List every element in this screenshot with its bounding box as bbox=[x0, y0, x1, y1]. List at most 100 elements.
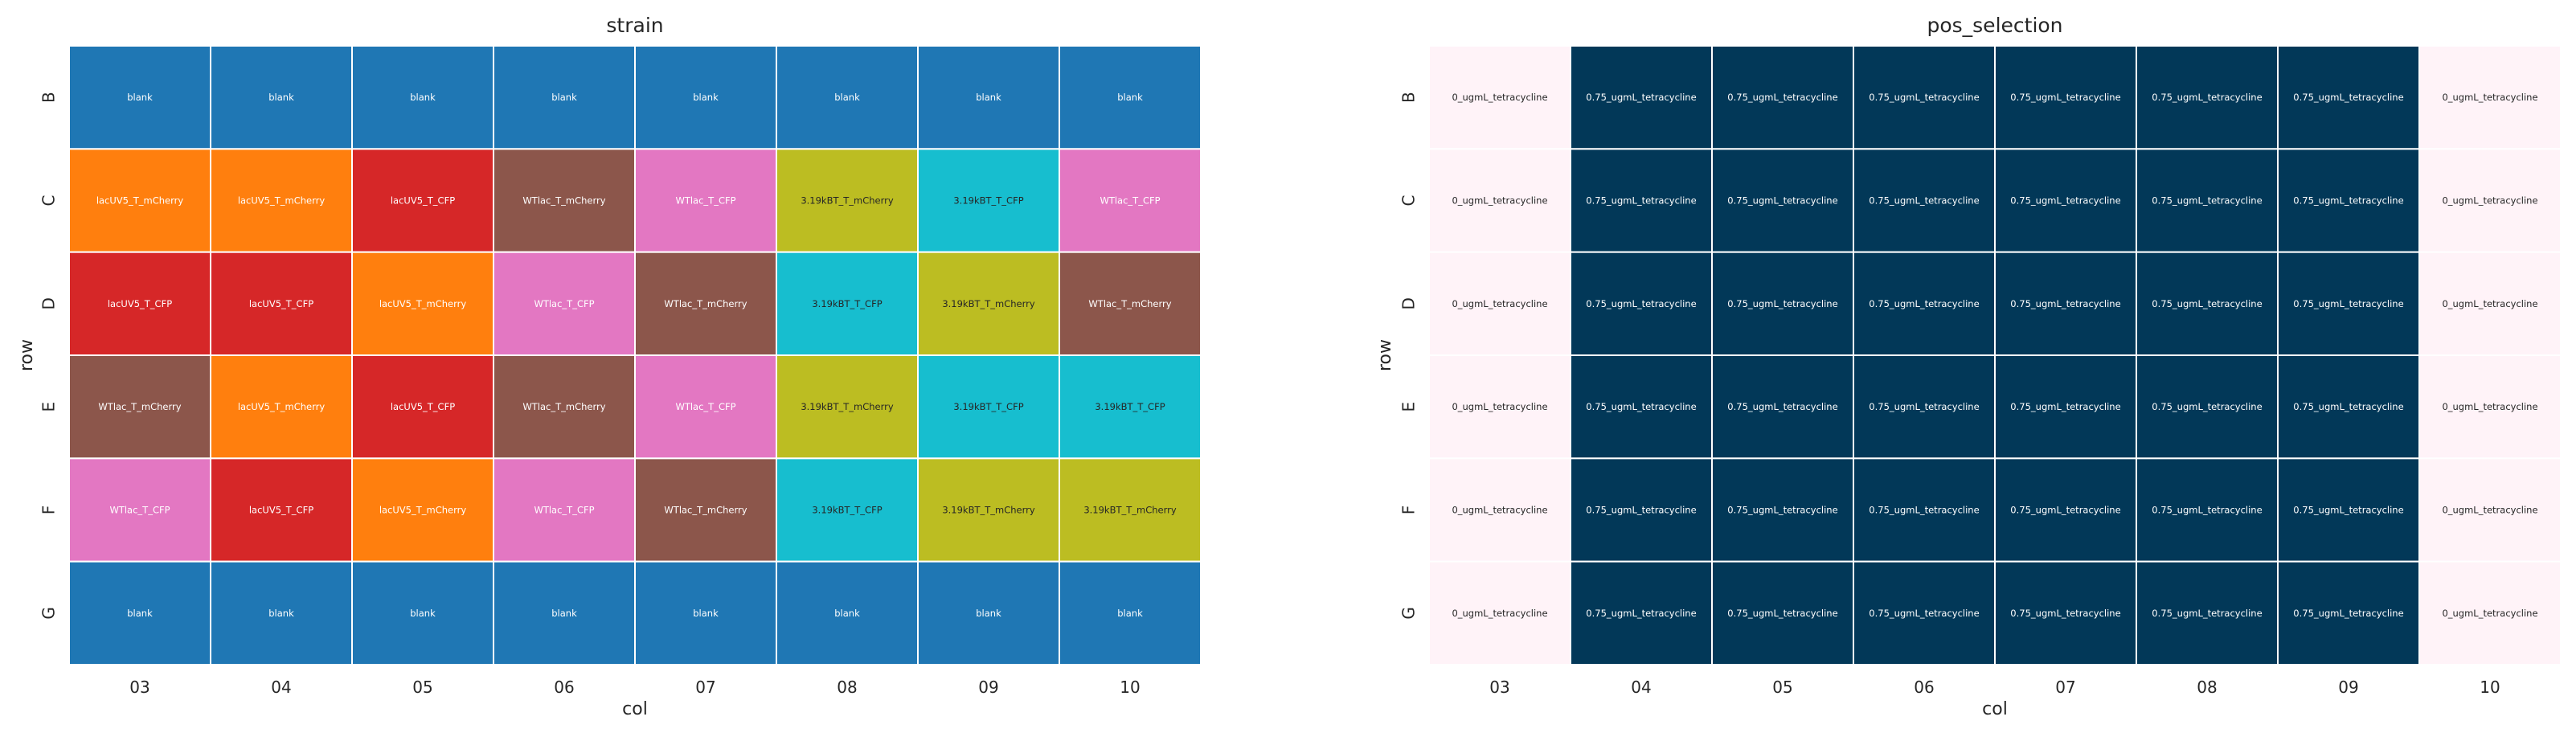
heatmap-cell bbox=[1994, 251, 2137, 356]
heatmap-cell bbox=[2277, 457, 2420, 563]
y-tick-label: F bbox=[39, 506, 59, 515]
chart-title: pos_selection bbox=[1927, 14, 2062, 37]
cell-label: 0.75_ugmL_tetracycline bbox=[2293, 195, 2403, 207]
cell-label: blank bbox=[1117, 92, 1143, 103]
cell-label: lacUV5_T_CFP bbox=[391, 195, 455, 207]
cell-label: 0.75_ugmL_tetracycline bbox=[1727, 195, 1837, 207]
cell-label: 0.75_ugmL_tetracycline bbox=[2152, 195, 2262, 207]
heatmap-cell bbox=[493, 560, 636, 666]
cell-label: 0_ugmL_tetracycline bbox=[1452, 401, 1547, 412]
cell-label: blank bbox=[551, 608, 577, 619]
heatmap-cell bbox=[1853, 354, 1996, 460]
x-tick-label: 08 bbox=[837, 678, 857, 697]
cell-label: 0.75_ugmL_tetracycline bbox=[2010, 92, 2120, 103]
y-tick-label: D bbox=[39, 297, 59, 309]
cell-label: blank bbox=[693, 608, 719, 619]
heatmap-cell bbox=[351, 45, 494, 150]
heatmap-cell bbox=[917, 457, 1060, 563]
cell-label: WTlac_T_CFP bbox=[675, 401, 735, 412]
x-tick-label: 10 bbox=[1120, 678, 1140, 697]
cell-label: 0.75_ugmL_tetracycline bbox=[1869, 608, 1979, 619]
heatmap-cell bbox=[917, 354, 1060, 460]
cell-label: WTlac_T_mCherry bbox=[664, 505, 747, 516]
heatmap-cell bbox=[2277, 560, 2420, 666]
heatmap-cell bbox=[2418, 560, 2562, 666]
cell-label: WTlac_T_mCherry bbox=[664, 298, 747, 309]
heatmap-cell bbox=[351, 560, 494, 666]
heatmap-cell bbox=[917, 560, 1060, 666]
cell-label: 0_ugmL_tetracycline bbox=[1452, 195, 1547, 207]
cell-label: 0.75_ugmL_tetracycline bbox=[2010, 505, 2120, 516]
heatmap-cell bbox=[1570, 148, 1713, 253]
cell-label: blank bbox=[976, 92, 1001, 103]
heatmap-cell bbox=[1428, 354, 1571, 460]
cell-label: 0_ugmL_tetracycline bbox=[1452, 608, 1547, 619]
cell-label: 0_ugmL_tetracycline bbox=[1452, 92, 1547, 103]
heatmap-cell bbox=[1853, 148, 1996, 253]
chart-title: strain bbox=[606, 14, 663, 37]
heatmap-cell bbox=[1570, 560, 1713, 666]
cell-label: 0_ugmL_tetracycline bbox=[2442, 92, 2537, 103]
cell-label: 0.75_ugmL_tetracycline bbox=[1586, 195, 1696, 207]
cell-label: lacUV5_T_mCherry bbox=[379, 298, 467, 309]
heatmap-cell bbox=[1570, 45, 1713, 150]
heatmap-cell bbox=[68, 251, 211, 356]
heatmap-cell bbox=[2418, 45, 2562, 150]
heatmap-cell bbox=[634, 148, 777, 253]
x-tick-label: 07 bbox=[695, 678, 715, 697]
cell-label: WTlac_T_CFP bbox=[675, 195, 735, 207]
x-axis-label: col bbox=[1982, 699, 2008, 719]
cell-label: blank bbox=[410, 608, 436, 619]
cell-label: 0.75_ugmL_tetracycline bbox=[2152, 92, 2262, 103]
y-axis-label: row bbox=[17, 339, 37, 371]
cell-label: lacUV5_T_mCherry bbox=[238, 401, 326, 412]
cell-label: WTlac_T_CFP bbox=[1100, 195, 1160, 207]
cell-label: blank bbox=[834, 608, 860, 619]
heatmap-cell bbox=[1570, 251, 1713, 356]
cell-label: 0_ugmL_tetracycline bbox=[2442, 298, 2537, 309]
heatmap-cell bbox=[1853, 251, 1996, 356]
cell-label: 0.75_ugmL_tetracycline bbox=[2293, 608, 2403, 619]
heatmap-cell bbox=[210, 560, 353, 666]
heatmap-cell bbox=[917, 251, 1060, 356]
x-tick-label: 07 bbox=[2055, 678, 2075, 697]
cell-label: blank bbox=[127, 608, 153, 619]
cell-label: 0.75_ugmL_tetracycline bbox=[1727, 401, 1837, 412]
cell-label: 0.75_ugmL_tetracycline bbox=[2010, 195, 2120, 207]
cell-label: blank bbox=[410, 92, 436, 103]
heatmap-panel-strain: strain blank blank blank blank blank blank bla… bbox=[17, 14, 1202, 719]
heatmap-cell bbox=[1994, 45, 2137, 150]
heatmap-cell bbox=[2277, 148, 2420, 253]
cell-label: lacUV5_T_mCherry bbox=[96, 195, 184, 207]
cell-label: 0.75_ugmL_tetracycline bbox=[1586, 505, 1696, 516]
cell-label: 3.19kBT_T_mCherry bbox=[942, 298, 1035, 309]
y-axis-label: row bbox=[1375, 339, 1395, 371]
x-tick-label: 04 bbox=[271, 678, 291, 697]
cell-label: 3.19kBT_T_CFP bbox=[812, 298, 882, 309]
cell-label: WTlac_T_CFP bbox=[534, 505, 594, 516]
cell-label: 3.19kBT_T_CFP bbox=[812, 505, 882, 516]
y-tick-label: B bbox=[1399, 92, 1419, 103]
cell-label: 0.75_ugmL_tetracycline bbox=[2010, 608, 2120, 619]
cell-label: 0.75_ugmL_tetracycline bbox=[1586, 92, 1696, 103]
cell-label: 0.75_ugmL_tetracycline bbox=[2293, 505, 2403, 516]
y-tick-label: G bbox=[1399, 607, 1419, 620]
heatmap-cell bbox=[2277, 45, 2420, 150]
heatmap-cell bbox=[68, 45, 211, 150]
cell-label: lacUV5_T_mCherry bbox=[379, 505, 467, 516]
heatmap-cell bbox=[2136, 45, 2279, 150]
heatmap-cells: blank blank blank blank blank blank blank blank… bbox=[68, 45, 1202, 666]
heatmap-cell bbox=[1711, 354, 1854, 460]
y-tick-labels: B C D E F G bbox=[1399, 92, 1419, 619]
cell-label: blank bbox=[834, 92, 860, 103]
heatmap-cell bbox=[351, 457, 494, 563]
cell-label: 0.75_ugmL_tetracycline bbox=[2293, 298, 2403, 309]
cell-label: 3.19kBT_T_mCherry bbox=[801, 401, 894, 412]
heatmap-cell bbox=[493, 251, 636, 356]
heatmap-cell bbox=[1853, 560, 1996, 666]
heatmap-cell bbox=[1711, 45, 1854, 150]
cell-label: 0.75_ugmL_tetracycline bbox=[1869, 195, 1979, 207]
heatmap-cell bbox=[1059, 354, 1202, 460]
cell-label: 0.75_ugmL_tetracycline bbox=[2293, 401, 2403, 412]
y-tick-label: E bbox=[39, 402, 59, 412]
